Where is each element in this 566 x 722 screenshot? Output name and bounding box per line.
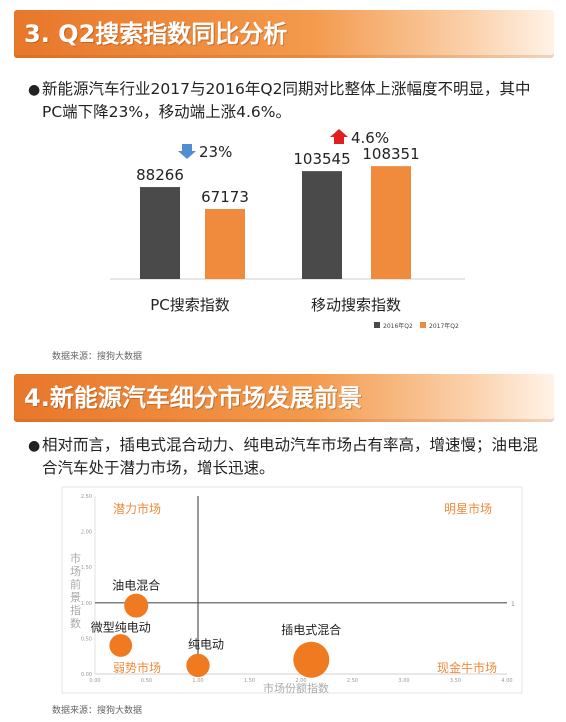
quadrant-label-weak: 弱势市场 (113, 660, 161, 675)
bubble (293, 641, 330, 678)
x-tick-label: 0.50 (141, 678, 152, 684)
quadrant-label-cash-cow: 现金牛市场 (437, 660, 497, 675)
bubble-label: 纯电动 (188, 637, 224, 651)
section4-source: 数据来源：搜狗大数据 (52, 706, 143, 716)
y-tick-label: 1.50 (81, 565, 92, 571)
search-index-bar-chart: 88266 67173 PC搜索指数 103545 108351 移动搜索指数 23% 4.6… (110, 129, 465, 330)
y-tick-label: 0.50 (81, 636, 92, 642)
legend-label: 2016年Q2 (383, 322, 413, 330)
bar (371, 166, 411, 279)
chart-frame (61, 486, 523, 694)
section3-title: 3. Q2搜索指数同比分析 (24, 20, 288, 48)
bubble-label: 插电式混合 (281, 622, 341, 637)
x-tick-label: 3.50 (450, 678, 461, 684)
section3-banner: 3. Q2搜索指数同比分析 (14, 10, 554, 58)
change-label: 23% (199, 143, 232, 161)
bar-value-label: 88266 (136, 166, 184, 184)
bullet-icon: ● (28, 82, 41, 98)
section4-banner: 4.新能源汽车细分市场发展前景 (14, 374, 554, 422)
x-tick-label: 1.50 (244, 678, 255, 684)
y-tick-label: 2.00 (81, 530, 92, 536)
bubble-label: 油电混合 (112, 578, 160, 593)
bubble (109, 634, 133, 657)
y-axis-label: 市场前景指数 (70, 551, 81, 630)
arrow-up-icon (330, 129, 348, 144)
y-tick-label: 2.50 (81, 494, 92, 500)
bubble (186, 653, 210, 678)
y-tick-label: 0.00 (81, 672, 92, 678)
y-tick-label: 1.00 (81, 601, 92, 607)
x-tick-label: 2.00 (295, 678, 306, 684)
legend-label: 2017年Q2 (429, 322, 459, 330)
bar (302, 171, 342, 279)
bar-value-label: 103545 (293, 150, 350, 168)
bubble (124, 593, 149, 618)
x-tick-label: 0.00 (89, 678, 100, 684)
x-tick-label: 2.50 (347, 678, 358, 684)
market-quadrant-chart: 1 0.00 0.50 1.00 1.50 2.00 2.50 3.00 3.50 4.00 0.0… (61, 486, 523, 695)
quadrant-label-potential: 潜力市场 (113, 501, 161, 516)
bar (140, 187, 180, 279)
x-tick-label: 1.00 (192, 678, 203, 684)
bullet-icon: ● (28, 438, 41, 454)
bar-value-label: 67173 (201, 188, 249, 206)
bar-category-label: PC搜索指数 (150, 296, 230, 314)
x-tick-label: 4.00 (501, 678, 512, 684)
section4-text: 相对而言，插电式混合动力、纯电动汽车市场占有率高，增速慢；油电混合汽车处于潜力市… (42, 436, 539, 477)
legend-swatch (374, 322, 380, 328)
arrow-down-icon (178, 144, 196, 159)
change-label: 4.6% (351, 129, 389, 147)
reference-line-label: 1 (511, 601, 515, 608)
x-axis-label: 市场份额指数 (263, 681, 329, 695)
bar-category-label: 移动搜索指数 (311, 296, 401, 314)
x-tick-label: 3.00 (398, 678, 409, 684)
section3-text: 新能源汽车行业2017与2016年Q2同期对比整体上涨幅度不明显，其中PC端下降… (42, 80, 531, 121)
bar-value-label: 108351 (362, 145, 419, 163)
bar (205, 209, 245, 279)
bubble-label: 微型纯电动 (91, 621, 151, 635)
legend-swatch (420, 322, 426, 328)
section3-source: 数据来源：搜狗大数据 (52, 352, 143, 362)
section4-title: 4.新能源汽车细分市场发展前景 (24, 384, 362, 412)
quadrant-label-star: 明星市场 (444, 501, 492, 516)
